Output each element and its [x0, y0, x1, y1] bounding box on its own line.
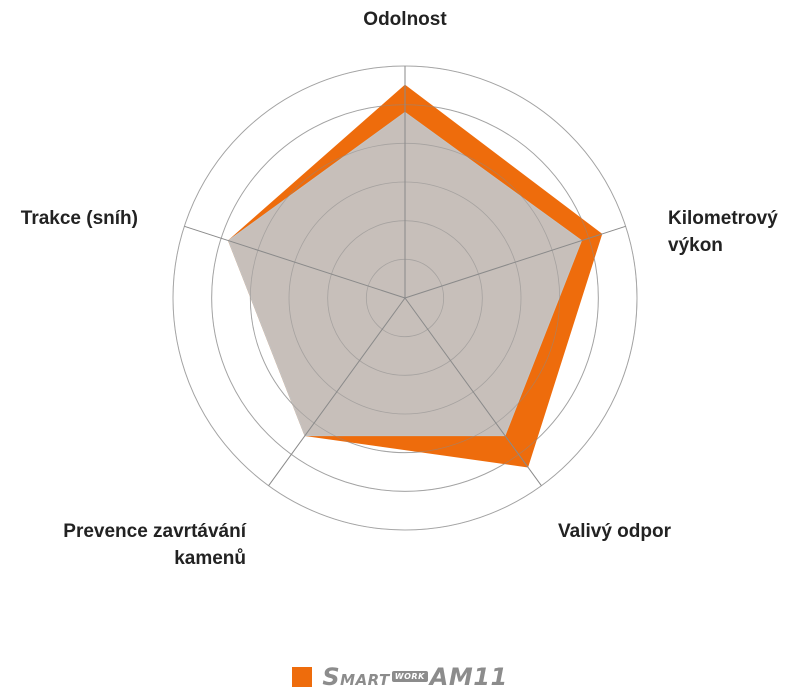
legend-model: AM11 [429, 663, 508, 691]
grid-ring-overlay [211, 104, 599, 492]
data-series [227, 84, 603, 468]
radar-chart: Odolnost Kilometrový výkon Valivý odpor Prev… [21, 9, 778, 569]
grid-ring-overlay [249, 142, 561, 454]
grid-ring-overlay [172, 65, 638, 531]
grid-ring-overlay [288, 181, 522, 415]
legend-swatch [292, 667, 313, 687]
legend-brand-initial: S [322, 663, 341, 691]
grid-ring-overlay [327, 220, 483, 376]
axis-label: Odolnost [363, 9, 447, 30]
legend: SMART WORK AM11 [0, 662, 800, 692]
grid-spokes [172, 65, 638, 531]
legend-brand-rest: MART [340, 671, 390, 689]
legend-brand-tag: WORK [391, 671, 428, 682]
legend-label: SMART WORK AM11 [322, 663, 507, 691]
grid-ring-overlay [365, 258, 445, 338]
axis-labels: Odolnost Kilometrový výkon Valivý odpor Prev… [21, 9, 778, 569]
axis-label: Kilometrový výkon [668, 208, 778, 256]
axis-label: Prevence zavrtávání kamenů [63, 521, 246, 569]
axis-label: Valivý odpor [558, 521, 672, 542]
axis-label: Trakce (sníh) [21, 208, 138, 229]
